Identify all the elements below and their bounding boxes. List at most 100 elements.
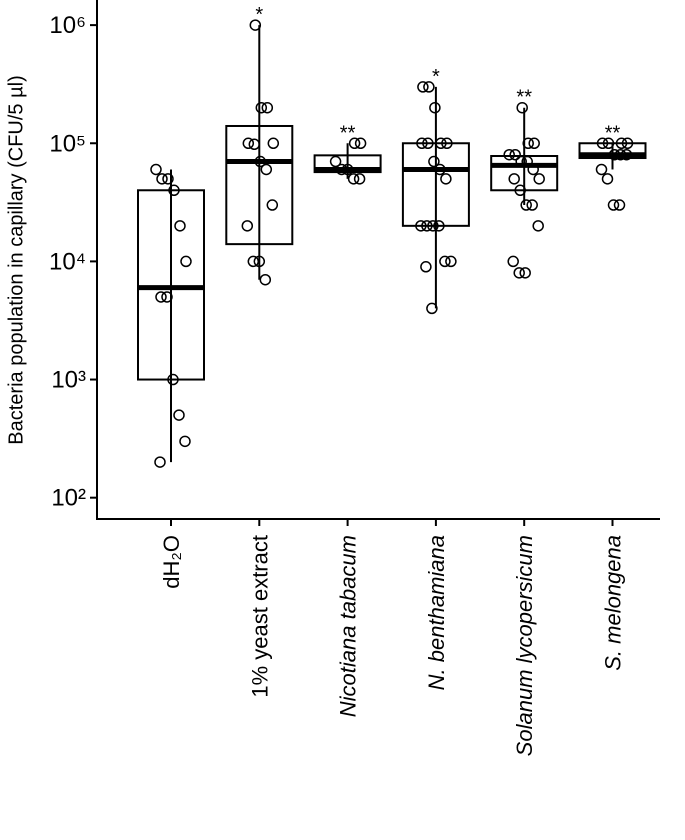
data-point: [335, 163, 348, 176]
y-tick-label: 10⁶: [49, 12, 86, 39]
data-point: [154, 456, 166, 468]
data-point: [441, 137, 453, 150]
data-point: [168, 184, 180, 197]
data-point: [155, 291, 167, 303]
box: [137, 189, 205, 381]
data-point: [179, 435, 191, 448]
data-point: [420, 261, 432, 273]
data-point: [520, 199, 532, 211]
data-point: [515, 155, 527, 168]
data-point: [253, 255, 266, 268]
data-point: [348, 137, 361, 150]
data-point: [429, 101, 441, 114]
data-point: [516, 101, 528, 114]
y-tick-label: 10²: [51, 485, 86, 512]
data-point: [242, 137, 255, 150]
data-point: [156, 173, 168, 185]
data-point: [423, 81, 435, 93]
data-point: [427, 220, 439, 232]
data-point: [248, 138, 261, 151]
data-point: [615, 137, 628, 150]
data-point: [433, 220, 445, 232]
x-tick-label: S. melongena: [601, 535, 626, 671]
data-point: [445, 255, 457, 268]
data-point: [150, 163, 162, 176]
significance: **: [516, 87, 532, 109]
data-point: [417, 81, 429, 93]
data-point: [249, 19, 262, 31]
y-tick-label: 10³: [51, 367, 86, 394]
data-point: [241, 220, 254, 232]
data-point: [422, 137, 434, 150]
data-point: [435, 137, 447, 150]
data-point: [329, 155, 342, 168]
box: [490, 155, 559, 192]
significance: **: [605, 122, 621, 144]
x-tick-label: Nicotiana tabacum: [336, 535, 361, 717]
data-point: [161, 291, 173, 303]
data-point: [428, 155, 440, 168]
data-point: [613, 199, 626, 211]
data-point: [341, 163, 354, 176]
x-tick-label: 1% yeast extract: [247, 535, 272, 698]
box: [578, 142, 647, 160]
data-point: [526, 199, 538, 211]
y-tick-label: 10⁴: [49, 248, 86, 275]
significance: *: [255, 4, 263, 26]
data-point: [434, 163, 446, 176]
data-point: [509, 148, 521, 161]
data-point: [162, 173, 174, 185]
data-point: [421, 220, 433, 232]
data-point: [528, 137, 540, 150]
data-point: [596, 137, 609, 150]
x-tick-label: dH₂O: [159, 535, 184, 589]
data-point: [508, 173, 520, 185]
data-point: [602, 137, 615, 150]
data-point: [513, 267, 525, 279]
data-point: [595, 163, 608, 176]
data-point: [521, 155, 533, 168]
x-tick-label: Solanum lycopersicum: [512, 535, 537, 756]
data-point: [347, 173, 360, 185]
y-tick-label: 10⁵: [49, 130, 86, 157]
data-point: [260, 163, 273, 176]
data-point: [173, 409, 185, 421]
data-point: [522, 137, 534, 150]
box: [313, 154, 382, 174]
box: [225, 124, 294, 246]
data-point: [415, 220, 427, 232]
data-point: [607, 199, 620, 211]
data-point: [507, 255, 519, 268]
data-point: [180, 255, 192, 268]
data-point: [503, 148, 515, 161]
significance: *: [432, 66, 440, 88]
data-point: [261, 101, 274, 114]
data-point: [266, 199, 279, 211]
data-point: [621, 137, 634, 150]
data-point: [255, 101, 268, 114]
x-tick-label: N. benthamiana: [424, 535, 449, 690]
data-point: [167, 373, 179, 386]
data-point: [608, 148, 621, 161]
data-point: [259, 273, 272, 286]
data-point: [416, 137, 428, 150]
data-point: [439, 255, 451, 268]
data-point: [174, 220, 186, 232]
data-point: [532, 220, 544, 232]
data-point: [426, 302, 438, 315]
data-point: [353, 173, 366, 185]
data-point: [601, 173, 614, 185]
y-axis-label: Bacteria population in capillary (CFU/5 …: [5, 75, 27, 444]
significance: **: [340, 122, 356, 144]
data-point: [614, 148, 627, 161]
data-point: [533, 173, 545, 185]
data-point: [267, 137, 280, 150]
data-point: [354, 137, 367, 150]
data-point: [527, 163, 539, 176]
data-point: [514, 184, 526, 197]
data-point: [620, 148, 633, 161]
data-point: [247, 255, 260, 268]
data-point: [440, 173, 452, 185]
data-point: [254, 155, 267, 168]
